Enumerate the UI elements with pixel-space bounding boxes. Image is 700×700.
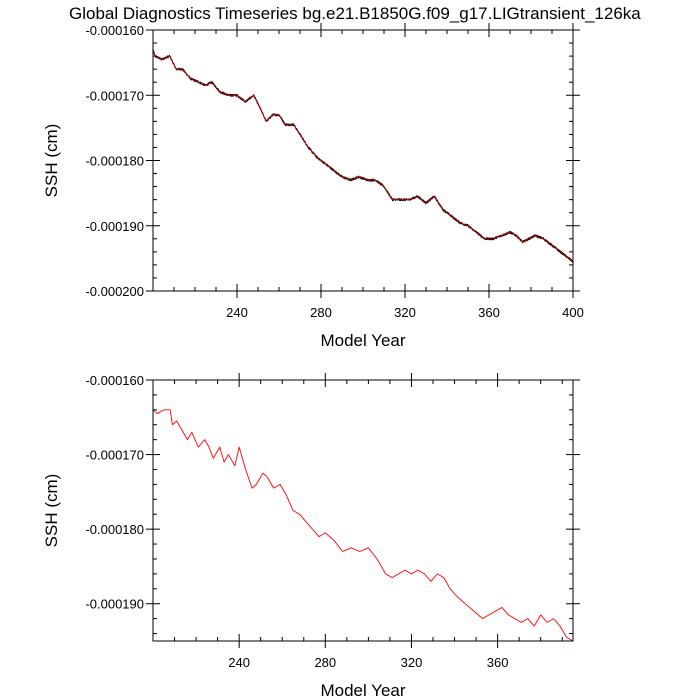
- x-axis-title: Model Year: [320, 331, 405, 350]
- x-axis-title: Model Year: [320, 681, 405, 700]
- annual-ssh-series-annual: [152, 49, 574, 262]
- y-tick-label: -0.000170: [85, 88, 144, 103]
- y-tick-label: -0.000170: [85, 448, 144, 463]
- x-tick-label: 240: [226, 305, 248, 320]
- x-tick-label: 240: [228, 655, 250, 670]
- y-tick-label: -0.000160: [85, 23, 144, 38]
- smoothed-ssh-series-annual: [152, 409, 574, 642]
- y-tick-label: -0.000190: [85, 597, 144, 612]
- annual-ssh-series-monthly: [152, 49, 574, 263]
- top-panel: 240 280 320 360 400 -0.000160 -0.000170 -0.0001…: [42, 23, 584, 350]
- y-axis-title: SSH (cm): [42, 474, 61, 548]
- x-tick-label: 280: [314, 655, 336, 670]
- x-tick-label: 280: [310, 305, 332, 320]
- x-tick-label: 360: [487, 655, 509, 670]
- y-tick-label: -0.000180: [85, 154, 144, 169]
- x-tick-label: 320: [401, 655, 423, 670]
- y-tick-label: -0.000200: [85, 284, 144, 299]
- figure-title: Global Diagnostics Timeseries bg.e21.B18…: [69, 4, 641, 23]
- y-tick-label: -0.000190: [85, 219, 144, 234]
- x-tick-label: 360: [478, 305, 500, 320]
- x-tick-label: 400: [562, 305, 584, 320]
- y-axis-title: SSH (cm): [42, 124, 61, 198]
- y-tick-label: -0.000160: [85, 373, 144, 388]
- y-tick-label: -0.000180: [85, 522, 144, 537]
- x-tick-label: 320: [394, 305, 416, 320]
- plot-frame: [152, 29, 574, 292]
- bottom-panel: 240 280 320 360 -0.000160 -0.000170 -0.000180 -…: [42, 373, 580, 700]
- plot-frame: [152, 379, 574, 642]
